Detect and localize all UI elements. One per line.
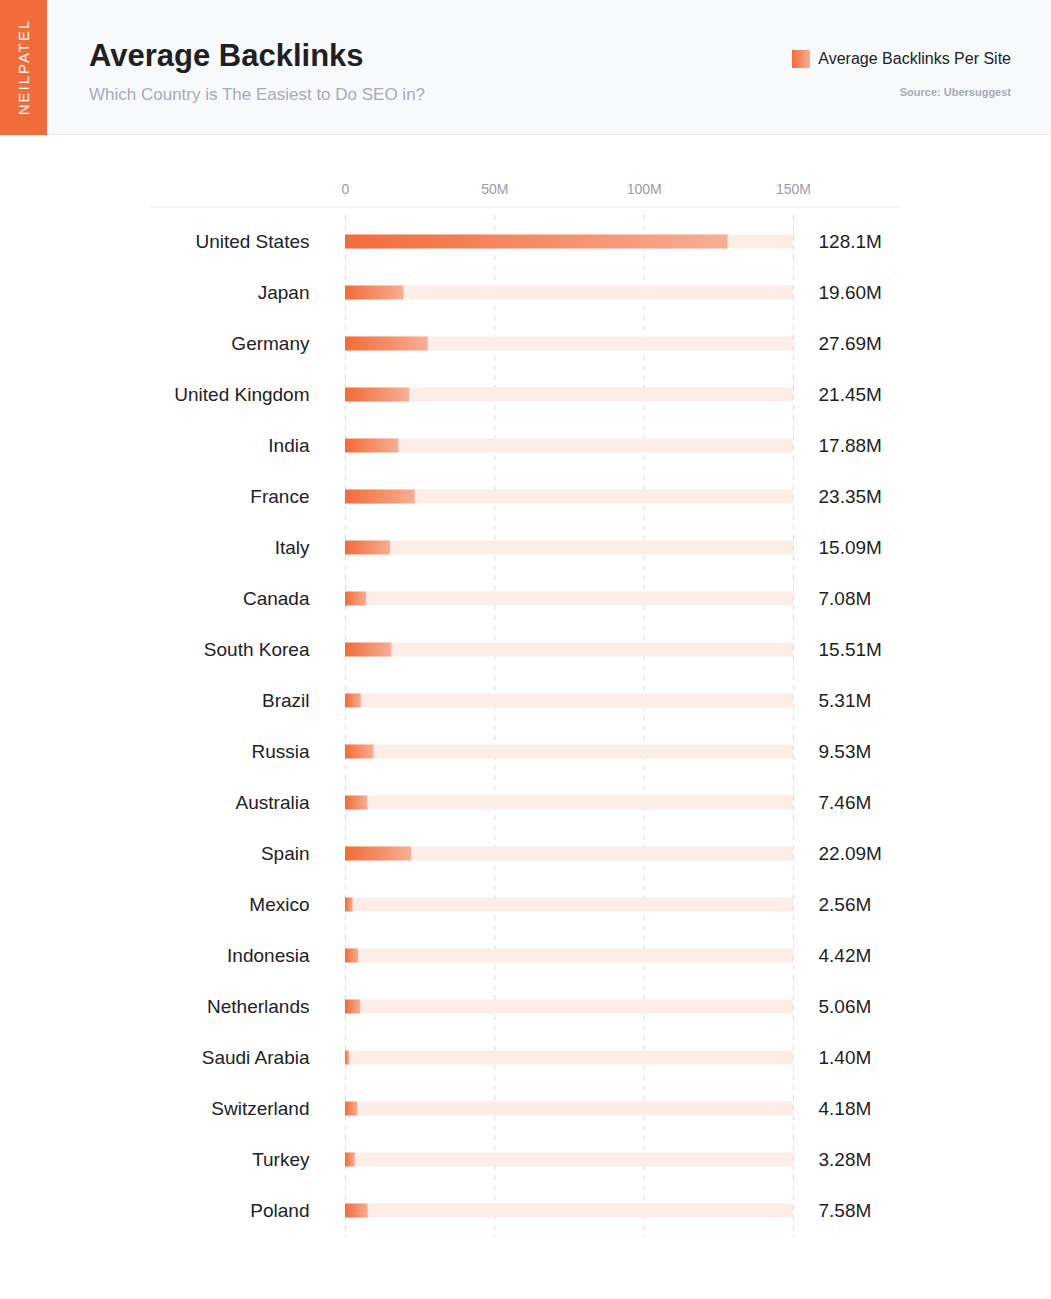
html-text:NEILPATEL: NEILPATEL (14, 18, 32, 116)
svg-text:Poland: Poland (250, 1200, 309, 1221)
svg-text:Australia: Australia (236, 792, 310, 813)
svg-text:Canada: Canada (243, 588, 310, 609)
svg-text:Switzerland: Switzerland (211, 1098, 309, 1119)
svg-text:Russia: Russia (251, 741, 310, 762)
svg-text:2.56M: 2.56M (819, 894, 872, 915)
svg-text:7.46M: 7.46M (819, 792, 872, 813)
svg-text:South Korea: South Korea (204, 639, 310, 660)
svg-text:21.45M: 21.45M (819, 384, 882, 405)
svg-text:Japan: Japan (258, 282, 310, 303)
html-text:Average Backlinks: Average Backlinks (89, 38, 364, 73)
svg-text:4.18M: 4.18M (819, 1098, 872, 1119)
svg-text:1.40M: 1.40M (819, 1047, 872, 1068)
svg-text:Spain: Spain (261, 843, 310, 864)
svg-text:Netherlands: Netherlands (207, 996, 309, 1017)
svg-text:50M: 50M (481, 181, 508, 197)
svg-text:100M: 100M (627, 181, 662, 197)
svg-text:Germany: Germany (231, 333, 310, 354)
html-text:Which Country is The Easiest t: Which Country is The Easiest to Do SEO i… (89, 85, 426, 104)
svg-text:19.60M: 19.60M (819, 282, 882, 303)
svg-text:23.35M: 23.35M (819, 486, 882, 507)
svg-text:France: France (250, 486, 309, 507)
svg-text:4.42M: 4.42M (819, 945, 872, 966)
svg-text:United States: United States (195, 231, 309, 252)
svg-text:17.88M: 17.88M (819, 435, 882, 456)
svg-text:Turkey: Turkey (252, 1149, 310, 1170)
svg-text:5.31M: 5.31M (819, 690, 872, 711)
svg-text:15.51M: 15.51M (819, 639, 882, 660)
svg-text:United Kingdom: United Kingdom (174, 384, 309, 405)
svg-text:7.58M: 7.58M (819, 1200, 872, 1221)
svg-text:9.53M: 9.53M (819, 741, 872, 762)
svg-text:Mexico: Mexico (249, 894, 309, 915)
svg-text:India: India (268, 435, 310, 456)
html-text:Source: Ubersuggest: Source: Ubersuggest (899, 86, 1011, 98)
svg-text:150M: 150M (776, 181, 811, 197)
svg-text:3.28M: 3.28M (819, 1149, 872, 1170)
svg-text:27.69M: 27.69M (819, 333, 882, 354)
svg-text:Indonesia: Indonesia (227, 945, 310, 966)
svg-text:Italy: Italy (275, 537, 310, 558)
svg-text:Saudi Arabia: Saudi Arabia (202, 1047, 310, 1068)
svg-text:Brazil: Brazil (262, 690, 310, 711)
svg-text:15.09M: 15.09M (819, 537, 882, 558)
svg-text:128.1M: 128.1M (819, 231, 882, 252)
svg-text:7.08M: 7.08M (819, 588, 872, 609)
html-text:Average Backlinks Per Site: Average Backlinks Per Site (818, 50, 1011, 67)
svg-text:5.06M: 5.06M (819, 996, 872, 1017)
svg-text:0: 0 (342, 181, 350, 197)
svg-text:22.09M: 22.09M (819, 843, 882, 864)
